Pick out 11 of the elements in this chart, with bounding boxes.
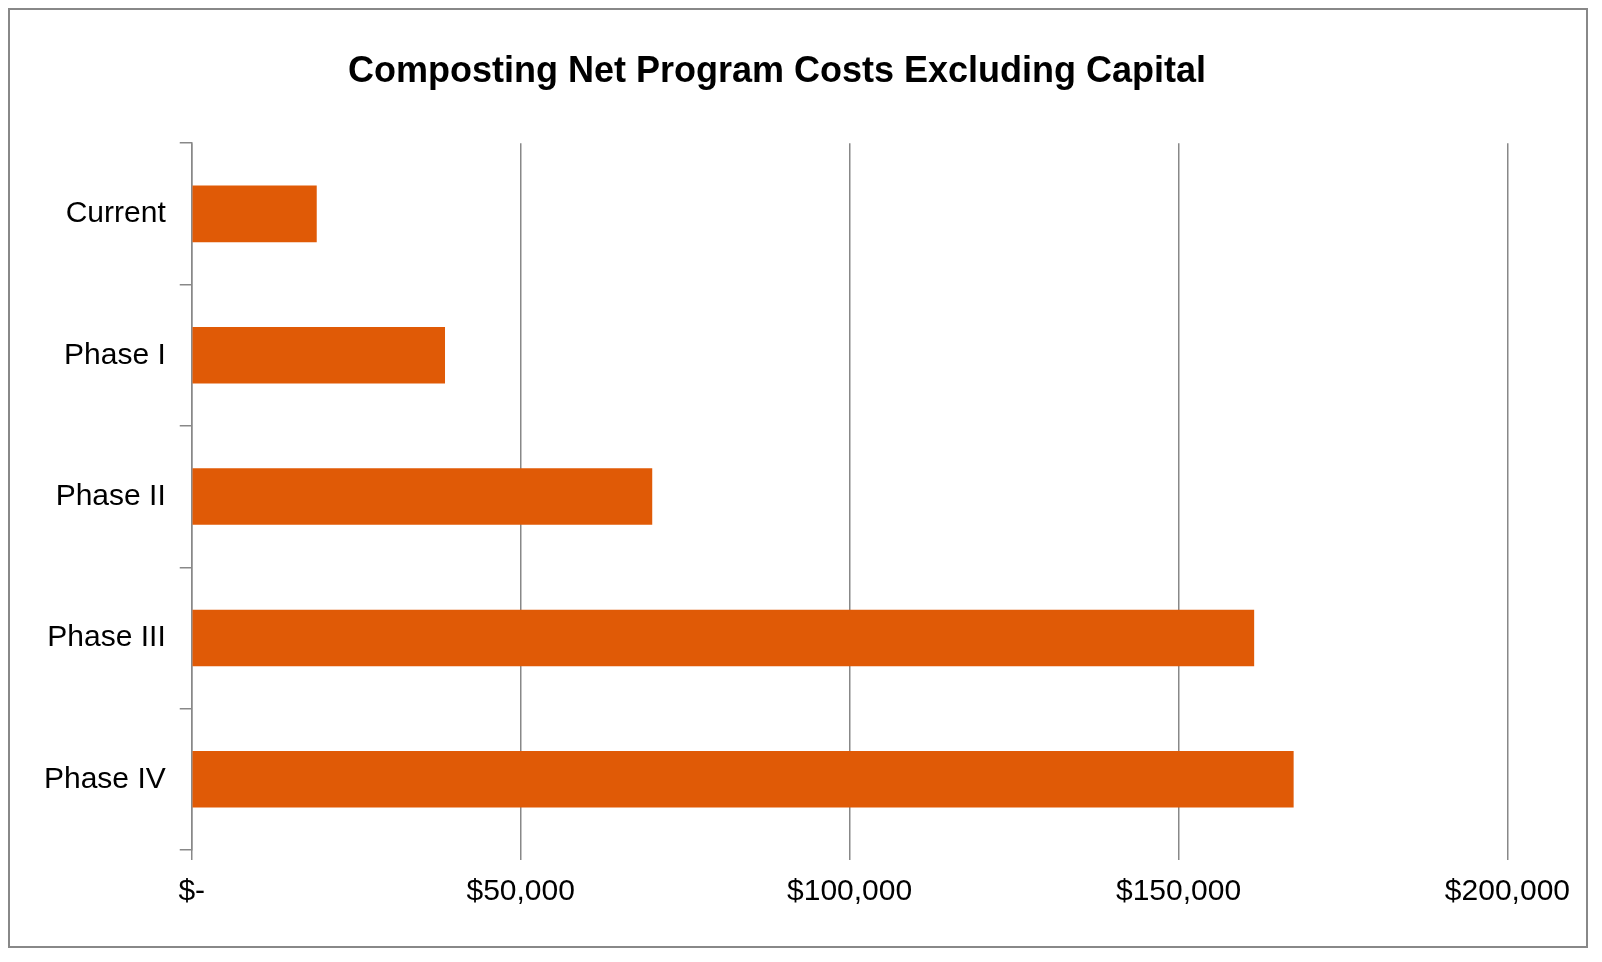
x-tick-label: $50,000 [466, 873, 575, 907]
chart-title: Composting Net Program Costs Excluding Capital [347, 48, 1207, 90]
y-tick-label: Phase II [55, 477, 166, 511]
y-tick-label: Phase I [64, 336, 166, 370]
y-tick-label: Phase IV [43, 760, 166, 794]
x-tick-label: $200,000 [1444, 873, 1571, 907]
y-tick-label: Phase III [47, 619, 166, 653]
x-tick-label: $150,000 [1115, 873, 1242, 907]
y-tick-label: Current [65, 195, 167, 229]
x-tick-label: $- [178, 873, 206, 907]
x-tick-label: $100,000 [787, 873, 913, 907]
